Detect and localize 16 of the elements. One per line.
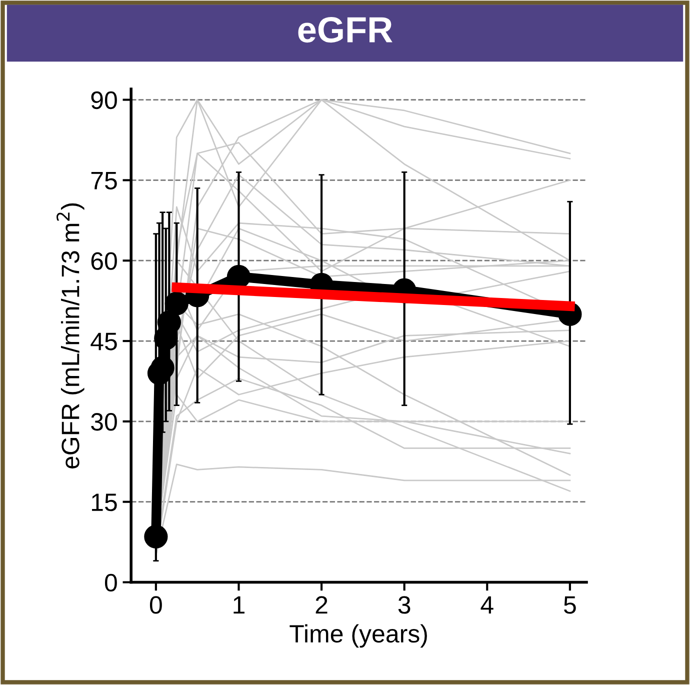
x-tick-label: 1 — [234, 596, 244, 614]
y-tick-label: 60 — [91, 252, 117, 270]
y-tick-label: 15 — [92, 494, 117, 512]
y-tick-label: 0 — [104, 574, 117, 592]
chart-title: eGFR — [298, 17, 392, 43]
x-tick-label: 5 — [564, 596, 576, 614]
x-tick-label: 4 — [480, 596, 494, 614]
x-tick-label: 2 — [316, 596, 328, 614]
x-axis-title: Time (years) — [290, 624, 427, 648]
y-tick-label: 30 — [91, 413, 117, 431]
y-tick-label: 45 — [90, 332, 117, 350]
x-tick-label: 3 — [398, 596, 410, 614]
x-tick-label: 0 — [150, 596, 162, 614]
y-tick-label: 75 — [91, 172, 117, 190]
y-tick-label: 90 — [91, 91, 117, 110]
y-axis-title: eGFR (mL/min/1.73 m$^{2}$) — [56, 203, 84, 468]
